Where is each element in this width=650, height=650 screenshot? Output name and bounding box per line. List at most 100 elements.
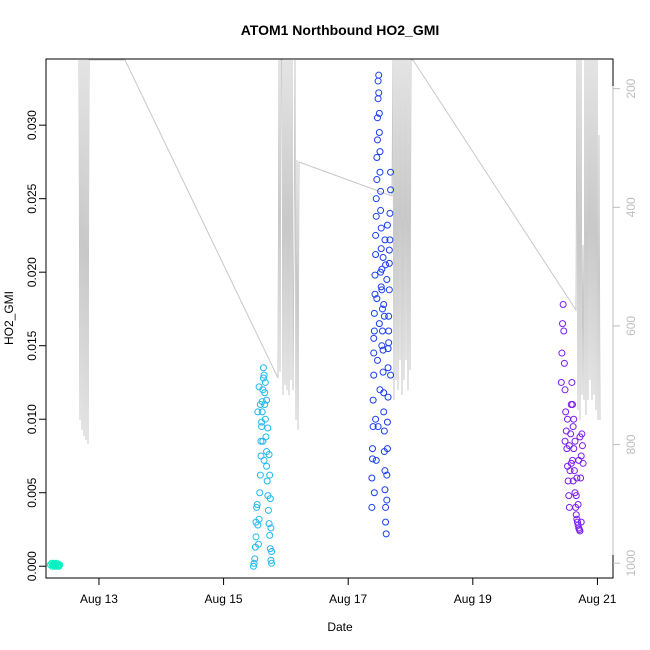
- data-point: [385, 339, 393, 347]
- data-point: [263, 462, 271, 470]
- data-point: [258, 418, 266, 426]
- data-point: [372, 456, 380, 464]
- data-point: [260, 371, 268, 379]
- y-tick-label: 0.020: [25, 257, 39, 287]
- data-point: [375, 109, 383, 117]
- data-point: [373, 136, 381, 144]
- data-point: [368, 503, 376, 511]
- data-point: [383, 221, 391, 229]
- data-point: [375, 320, 383, 328]
- data-point: [372, 212, 380, 220]
- data-point: [373, 295, 381, 303]
- y-axis-title: HO2_GMI: [2, 291, 16, 345]
- data-point: [383, 418, 391, 426]
- data-point: [378, 305, 386, 313]
- x-axis: Aug 13 Aug 15 Aug 17 Aug 19 Aug 21: [80, 577, 617, 606]
- x-tick-label: Aug 13: [80, 592, 118, 606]
- data-point: [380, 408, 388, 416]
- data-point: [383, 471, 391, 479]
- data-point: [256, 471, 264, 479]
- data-point: [251, 555, 259, 563]
- data-point: [260, 456, 268, 464]
- x-tick-label: Aug 17: [329, 592, 367, 606]
- data-point: [576, 527, 584, 535]
- data-point: [368, 445, 376, 453]
- data-point: [382, 261, 390, 269]
- data-point: [56, 561, 64, 569]
- data-point: [250, 559, 258, 567]
- data-point: [567, 430, 575, 438]
- data-point: [375, 71, 383, 79]
- data-point: [264, 506, 272, 514]
- data-point: [570, 415, 578, 423]
- data-point: [383, 445, 391, 453]
- data-point: [384, 393, 392, 401]
- x-axis-title: Date: [327, 620, 353, 634]
- data-point: [370, 309, 378, 317]
- data-point: [562, 408, 570, 416]
- data-point: [380, 312, 388, 320]
- data-point: [370, 371, 378, 379]
- data-point: [371, 271, 379, 279]
- data-point: [383, 276, 391, 284]
- data-point: [372, 195, 380, 203]
- data-point: [376, 148, 384, 156]
- data-point: [385, 259, 393, 267]
- data-point: [574, 500, 582, 508]
- data-point: [378, 286, 386, 294]
- data-point: [379, 368, 387, 376]
- series-4: [557, 301, 587, 535]
- data-point: [379, 253, 387, 261]
- y-axis: 0.000 0.005 0.010 0.015 0.020 0.025 0.030: [25, 110, 47, 581]
- data-point: [258, 408, 266, 416]
- data-point: [562, 427, 570, 435]
- data-point: [381, 467, 389, 475]
- data-point: [570, 445, 578, 453]
- data-point: [266, 495, 274, 503]
- data-point: [383, 496, 391, 504]
- data-point: [579, 459, 587, 467]
- data-point: [370, 349, 378, 357]
- x-tick-label: Aug 19: [454, 592, 492, 606]
- secondary-y-tick-label: 1000: [624, 550, 638, 577]
- data-point: [370, 327, 378, 335]
- pressure-line: [78, 59, 601, 445]
- data-point: [377, 283, 385, 291]
- data-point: [557, 378, 565, 386]
- series-2: [249, 364, 276, 570]
- data-point: [257, 437, 265, 445]
- data-point: [384, 345, 392, 353]
- plot-frame: [45, 58, 614, 579]
- data-point: [385, 327, 393, 335]
- data-point: [256, 401, 264, 409]
- series-1: [46, 559, 64, 570]
- data-point: [373, 176, 381, 184]
- secondary-y-tick-label: 400: [624, 197, 638, 217]
- data-point: [261, 378, 269, 386]
- x-tick-label: Aug 15: [205, 592, 243, 606]
- data-point: [381, 486, 389, 494]
- data-point: [266, 531, 274, 539]
- pressure-trace: [78, 59, 601, 445]
- data-point: [373, 114, 381, 122]
- y-tick-label: 0.015: [25, 330, 39, 360]
- data-point: [374, 95, 382, 103]
- data-point: [387, 371, 395, 379]
- data-point: [376, 168, 384, 176]
- data-point: [559, 301, 567, 309]
- data-point: [268, 559, 276, 567]
- data-point: [577, 518, 585, 526]
- data-point: [561, 437, 569, 445]
- data-point: [374, 423, 382, 431]
- y-tick-label: 0.030: [25, 110, 39, 140]
- data-point: [263, 396, 271, 404]
- data-point: [381, 236, 389, 244]
- data-point: [255, 383, 263, 391]
- data-point: [572, 511, 580, 519]
- data-point: [369, 423, 377, 431]
- data-point: [387, 186, 395, 194]
- data-point: [373, 154, 381, 162]
- data-point: [385, 286, 393, 294]
- data-point: [384, 364, 392, 372]
